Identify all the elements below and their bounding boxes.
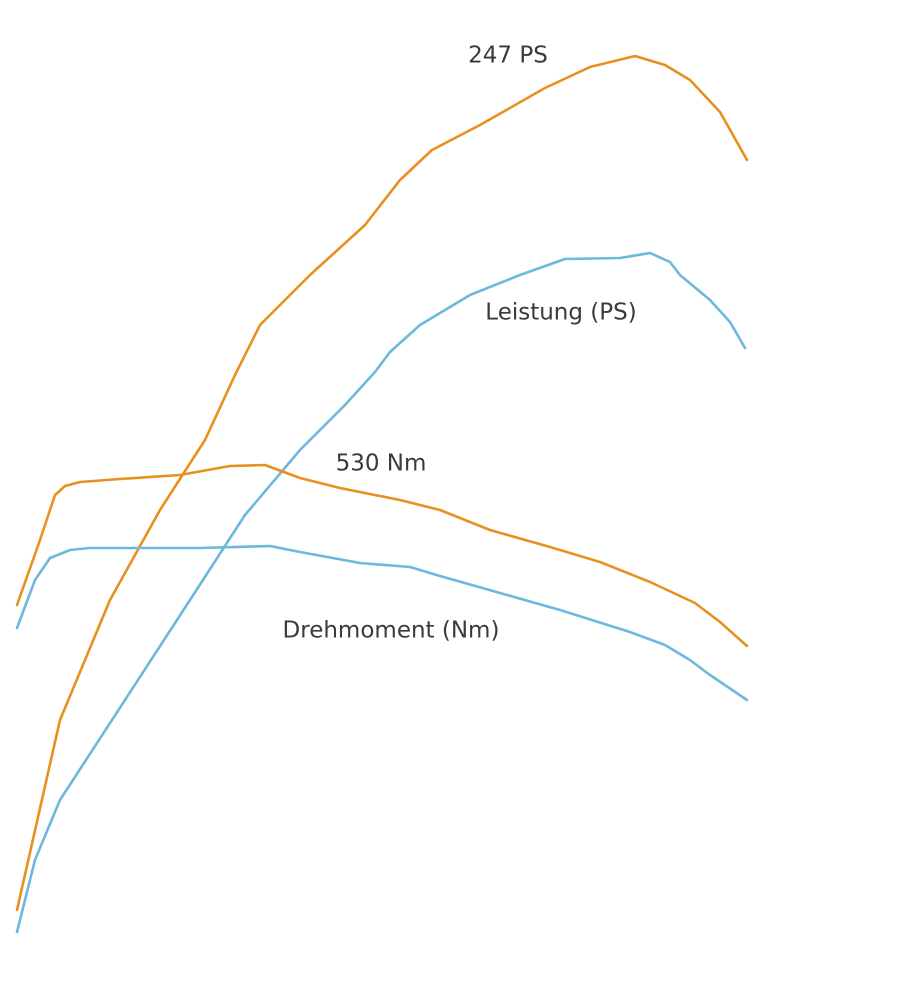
power-curve-tuned bbox=[15, 54, 749, 912]
torque-curve-tuned bbox=[15, 463, 749, 648]
power-curve-label: Leistung (PS) bbox=[485, 300, 636, 326]
torque-curve-label: Drehmoment (Nm) bbox=[283, 618, 500, 644]
torque-curve-stock bbox=[15, 544, 749, 702]
peak-torque-label: 530 Nm bbox=[336, 451, 427, 477]
peak-power-label: 247 PS bbox=[468, 43, 548, 69]
power-curve-stock bbox=[15, 251, 747, 934]
